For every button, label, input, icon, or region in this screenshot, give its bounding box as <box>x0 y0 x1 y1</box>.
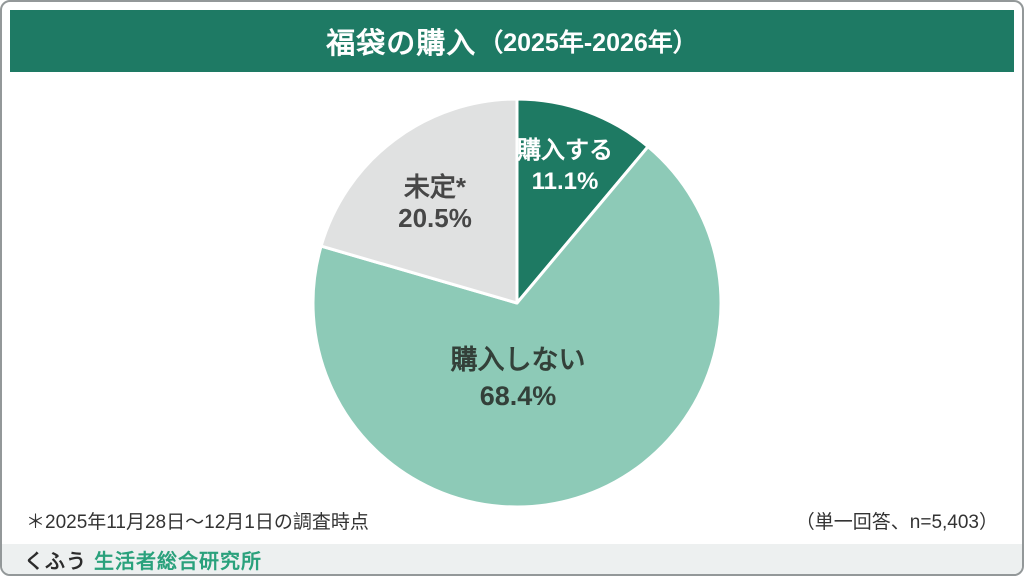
pie-slice-2 <box>319 97 519 305</box>
survey-date-footnote: ＊2025年11月28日〜12月1日の調査時点 <box>26 512 369 533</box>
chart-title-banner: 福袋の購入 （2025年-2026年） <box>10 10 1014 72</box>
pie-slice-1 <box>311 145 723 509</box>
research-institute-logo: 生活者総合研究所 <box>94 550 262 573</box>
pie-slice-0 <box>515 97 650 305</box>
chart-title-period: （2025年-2026年） <box>478 29 698 57</box>
sample-size-note: （単一回答、n=5,403） <box>795 512 998 533</box>
chart-title: 福袋の購入 <box>326 28 477 60</box>
kufu-logo: くふう <box>24 550 87 573</box>
brand-bar: くふう 生活者総合研究所 <box>2 544 1022 574</box>
pie-chart-svg <box>311 97 723 509</box>
pie-chart <box>309 95 725 511</box>
